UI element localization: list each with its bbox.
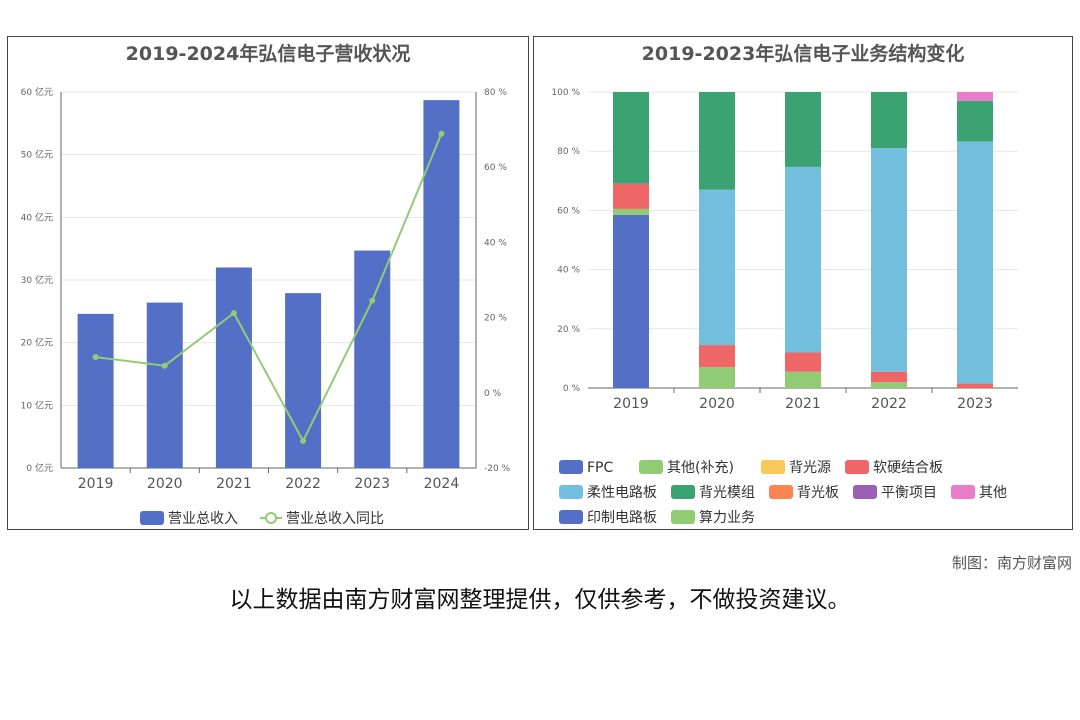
revenue-bar — [146, 302, 183, 468]
stack-segment — [699, 189, 735, 346]
y-right-tick-label: 20 % — [484, 314, 507, 324]
revenue-bar — [215, 267, 252, 468]
x-category-label: 2022 — [871, 396, 907, 412]
y-right-tick-label: 40 % — [484, 238, 507, 248]
legend-swatch — [671, 510, 695, 524]
yoy-line — [95, 133, 443, 444]
yoy-point — [92, 354, 99, 361]
stack-segment — [785, 92, 821, 167]
revenue-bar — [354, 250, 391, 468]
legend-swatch — [671, 485, 695, 499]
x-category-label: 2022 — [285, 476, 321, 492]
yoy-point — [438, 130, 445, 137]
revenue-chart-panel: 2019-2024年弘信电子营收状况 0 亿元 10 亿元 20 亿元 30 亿元 40… — [7, 36, 529, 530]
stack-segment — [613, 208, 649, 215]
legend-swatch — [769, 485, 793, 499]
legend-swatch — [639, 460, 663, 474]
y-right-tick-label: 0 % — [484, 389, 502, 399]
legend-label: 背光板 — [797, 485, 839, 501]
x-category-label: 2023 — [354, 476, 390, 492]
revenue-chart-svg: 0 亿元 10 亿元 20 亿元 30 亿元 40 亿元 50 亿元 60 亿元 -20 % 0… — [21, 86, 511, 527]
structure-chart-svg: 0 % 20 % 40 % 60 % 80 % 100 % 2019 2020 2021 2022… — [551, 88, 1018, 526]
stack-segment — [785, 371, 821, 388]
stack-segment — [957, 100, 993, 142]
y-tick-label: 40 % — [557, 266, 580, 276]
stack-segment — [785, 166, 821, 353]
legend-swatch — [761, 460, 785, 474]
yoy-point — [161, 362, 168, 369]
legend-label-yoy: 营业总收入同比 — [286, 511, 384, 527]
legend-swatch — [845, 460, 869, 474]
yoy-point — [300, 437, 307, 444]
legend-label: 算力业务 — [699, 510, 755, 526]
legend-label-revenue: 营业总收入 — [168, 511, 238, 527]
legend-label: 平衡项目 — [881, 485, 937, 501]
stack-segment — [957, 141, 993, 384]
y-tick-label: 60 % — [557, 206, 580, 216]
legend-swatch — [853, 485, 877, 499]
y-left-tick-label: 60 亿元 — [21, 86, 53, 98]
legend-label: 软硬结合板 — [873, 460, 943, 476]
y-tick-label: 80 % — [557, 147, 580, 157]
stack-segment — [785, 352, 821, 372]
legend-swatch — [951, 485, 975, 499]
y-tick-label: 100 % — [551, 88, 580, 98]
legend-label: 印制电路板 — [587, 510, 657, 526]
legend-label: 其他(补充) — [667, 460, 734, 476]
y-left-tick-label: 20 亿元 — [21, 337, 53, 349]
stack-segment — [613, 183, 649, 209]
x-category-label: 2020 — [699, 396, 735, 412]
y-left-tick-label: 50 亿元 — [21, 149, 53, 161]
y-right-tick-label: 80 % — [484, 88, 507, 98]
stack-segment — [871, 371, 907, 383]
revenue-bar — [423, 100, 460, 468]
legend-label: 背光源 — [789, 460, 831, 476]
x-category-label: 2024 — [424, 476, 460, 492]
x-category-label: 2021 — [216, 476, 252, 492]
legend-label: 柔性电路板 — [587, 485, 657, 501]
x-category-label: 2020 — [147, 476, 183, 492]
y-right-tick-label: -20 % — [484, 464, 511, 474]
yoy-point — [369, 297, 376, 304]
y-left-tick-label: 40 亿元 — [21, 211, 53, 223]
disclaimer-text: 以上数据由南方财富网整理提供，仅供参考，不做投资建议。 — [229, 587, 851, 613]
x-category-label: 2023 — [957, 396, 993, 412]
legend-label: 背光模组 — [699, 485, 755, 501]
legend-swatch — [559, 485, 583, 499]
y-tick-label: 0 % — [563, 384, 581, 394]
y-left-tick-label: 0 亿元 — [26, 462, 53, 474]
legend-swatch — [559, 460, 583, 474]
legend-marker-yoy — [265, 512, 277, 524]
structure-chart-panel: 2019-2023年弘信电子业务结构变化 0 % 20 % 40 % 60 % 80 %… — [533, 36, 1073, 530]
y-left-tick-label: 30 亿元 — [21, 274, 53, 286]
x-category-label: 2021 — [785, 396, 821, 412]
stack-segment — [699, 92, 735, 190]
legend-swatch — [559, 510, 583, 524]
stack-segment — [613, 214, 649, 388]
chart-credit: 制图：南方财富网 — [951, 554, 1072, 572]
y-right-tick-label: 60 % — [484, 163, 507, 173]
revenue-bar — [77, 313, 114, 468]
stack-segment — [871, 148, 907, 372]
stack-segment — [957, 92, 993, 101]
legend-label: 其他 — [979, 485, 1007, 501]
legend-label: FPC — [587, 460, 613, 476]
stack-segment — [613, 92, 649, 184]
y-left-tick-label: 10 亿元 — [21, 399, 53, 411]
x-category-label: 2019 — [78, 476, 114, 492]
x-category-label: 2019 — [613, 396, 649, 412]
legend-swatch-revenue — [140, 511, 164, 525]
stack-segment — [699, 345, 735, 368]
stack-segment — [699, 367, 735, 388]
structure-chart-title: 2019-2023年弘信电子业务结构变化 — [641, 43, 965, 65]
revenue-chart-title: 2019-2024年弘信电子营收状况 — [125, 43, 411, 65]
stack-segment — [871, 382, 907, 388]
stack-segment — [871, 92, 907, 149]
stack-segment — [957, 383, 993, 388]
yoy-point — [230, 310, 237, 317]
y-tick-label: 20 % — [557, 325, 580, 335]
